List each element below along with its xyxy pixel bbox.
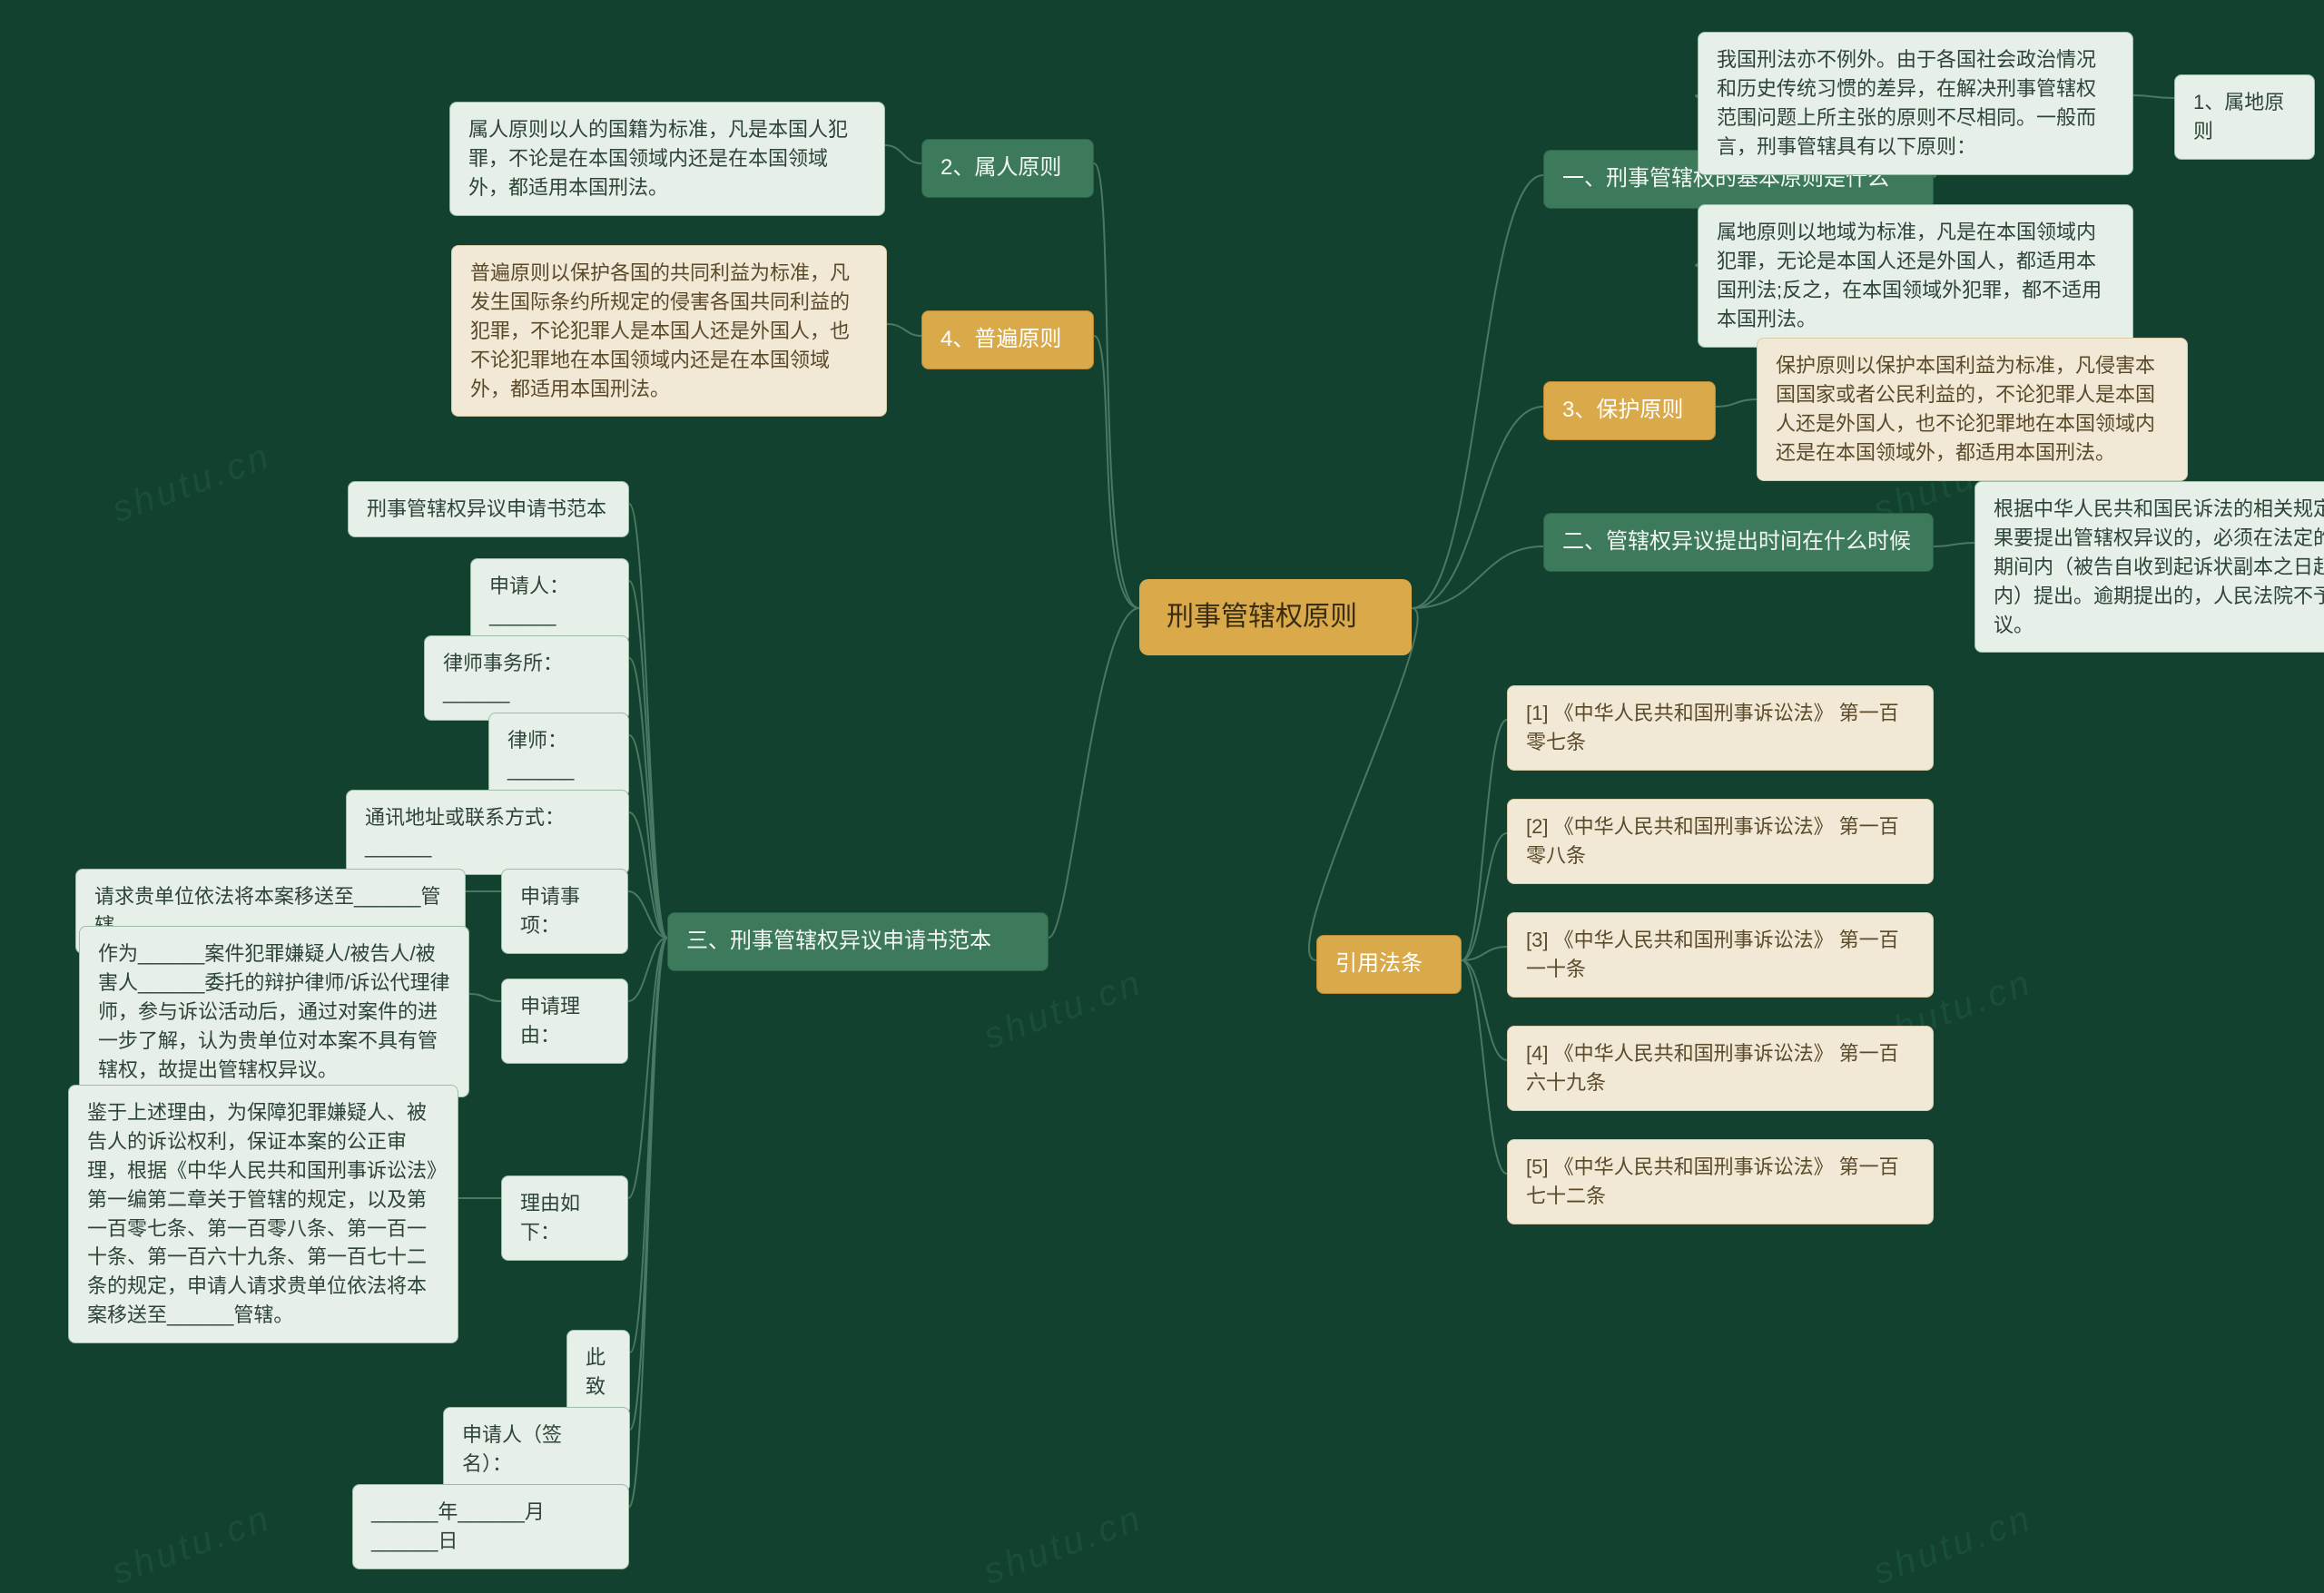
branch-universal: 4、普遍原则 — [921, 310, 1094, 369]
leaf-principles-intro: 我国刑法亦不例外。由于各国社会政治情况和历史传统习惯的差异，在解决刑事管辖权范围… — [1698, 32, 2133, 175]
cite-108: [2] 《中华人民共和国刑事诉讼法》 第一百零八条 — [1507, 799, 1934, 884]
watermark: shutu.cn — [107, 1498, 278, 1593]
cite-107: [1] 《中华人民共和国刑事诉讼法》 第一百零七条 — [1507, 685, 1934, 771]
tmpl-applicant: 申请人：______ — [470, 558, 629, 644]
leaf-personal-desc: 属人原则以人的国籍为标准，凡是本国人犯罪，不论是在本国领域内还是在本国领域外，都… — [449, 102, 885, 216]
leaf-territorial-tag: 1、属地原则 — [2174, 74, 2315, 160]
watermark: shutu.cn — [107, 436, 278, 531]
tmpl-firm: 律师事务所：______ — [424, 635, 629, 721]
watermark: shutu.cn — [1868, 1498, 2039, 1593]
tmpl-reason-label: 申请理由： — [501, 978, 628, 1064]
root-node: 刑事管辖权原则 — [1139, 579, 1412, 655]
tmpl-sign: 申请人（签名）： — [443, 1407, 630, 1492]
leaf-objection-time-desc: 根据中华人民共和国民诉法的相关规定，如果要提出管辖权异议的，必须在法定的答辩期间… — [1974, 481, 2324, 653]
tmpl-title: 刑事管辖权异议申请书范本 — [348, 481, 629, 537]
tmpl-reason2-body: 鉴于上述理由，为保障犯罪嫌疑人、被告人的诉讼权利，保证本案的公正审理，根据《中华… — [68, 1085, 458, 1343]
branch-application-template: 三、刑事管辖权异议申请书范本 — [667, 912, 1049, 971]
cite-110: [3] 《中华人民共和国刑事诉讼法》 第一百一十条 — [1507, 912, 1934, 998]
watermark: shutu.cn — [979, 962, 1149, 1057]
tmpl-date: ______年______月______日 — [352, 1484, 629, 1569]
tmpl-closing: 此致 — [566, 1330, 630, 1415]
watermark: shutu.cn — [979, 1498, 1149, 1593]
branch-objection-time: 二、管辖权异议提出时间在什么时候 — [1543, 513, 1934, 572]
leaf-universal-desc: 普遍原则以保护各国的共同利益为标准，凡发生国际条约所规定的侵害各国共同利益的犯罪… — [451, 245, 887, 417]
tmpl-request-label: 申请事项： — [501, 869, 628, 954]
branch-personal: 2、属人原则 — [921, 139, 1094, 198]
tmpl-reason-body: 作为______案件犯罪嫌疑人/被告人/被害人______委托的辩护律师/诉讼代… — [79, 926, 469, 1097]
branch-citations: 引用法条 — [1316, 935, 1462, 994]
tmpl-reason2-label: 理由如下： — [501, 1175, 628, 1261]
tmpl-contact: 通讯地址或联系方式：______ — [346, 790, 629, 875]
leaf-territorial-desc: 属地原则以地域为标准，凡是在本国领域内犯罪，无论是本国人还是外国人，都适用本国刑… — [1698, 204, 2133, 348]
tmpl-lawyer: 律师：______ — [488, 713, 629, 798]
leaf-protection-desc: 保护原则以保护本国利益为标准，凡侵害本国国家或者公民利益的，不论犯罪人是本国人还… — [1757, 338, 2188, 481]
cite-172: [5] 《中华人民共和国刑事诉讼法》 第一百七十二条 — [1507, 1139, 1934, 1224]
branch-protection: 3、保护原则 — [1543, 381, 1716, 440]
cite-169: [4] 《中华人民共和国刑事诉讼法》 第一百六十九条 — [1507, 1026, 1934, 1111]
